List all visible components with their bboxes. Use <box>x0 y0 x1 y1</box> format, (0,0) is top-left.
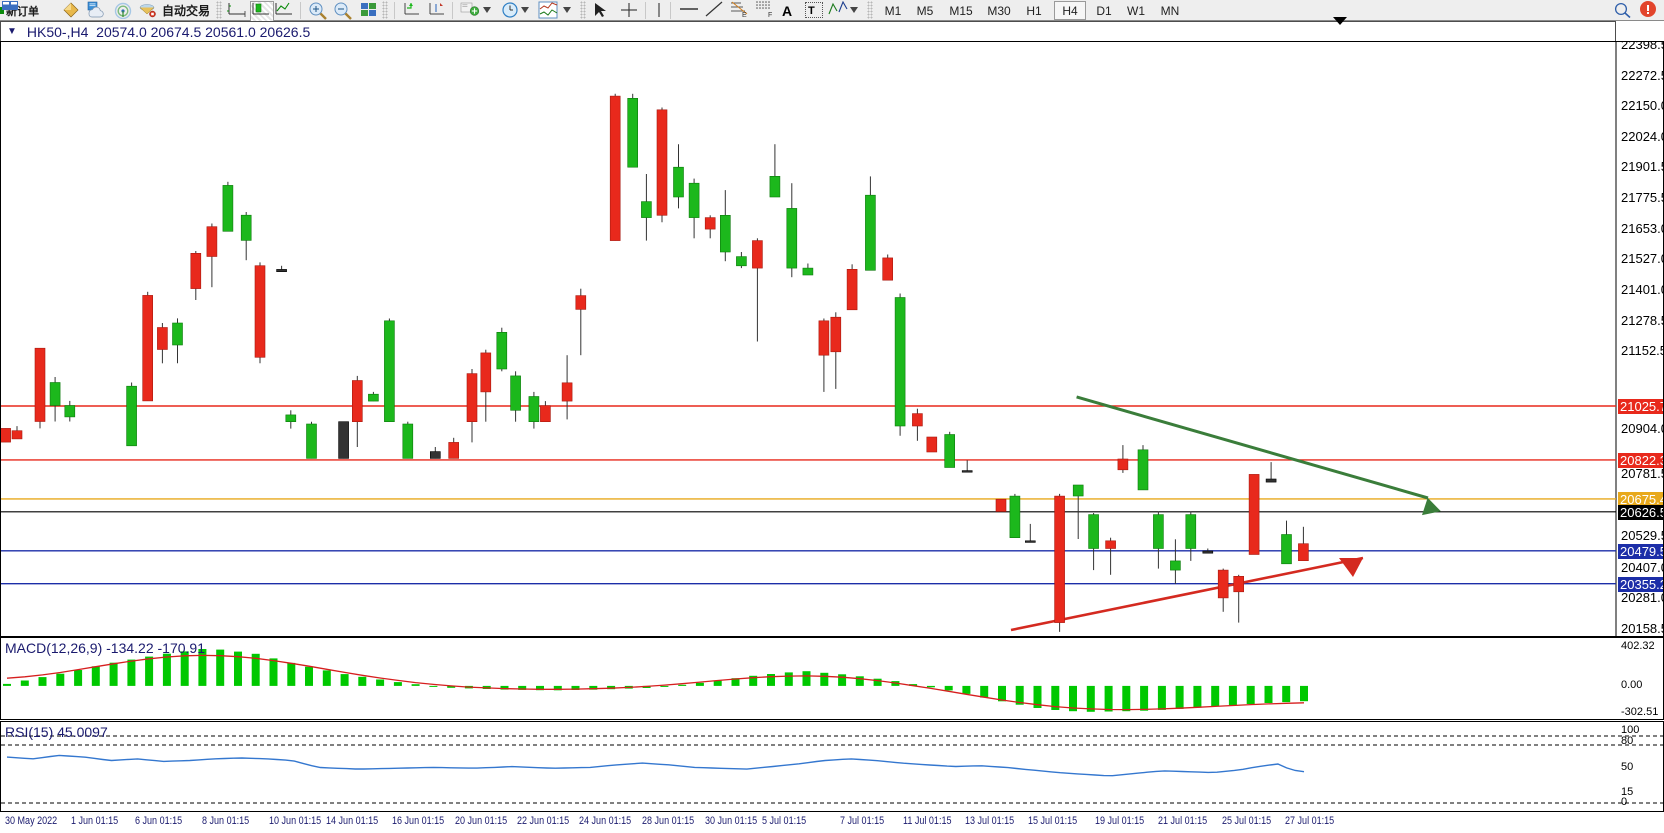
svg-text:F: F <box>768 12 772 18</box>
svg-text:E: E <box>742 12 747 18</box>
